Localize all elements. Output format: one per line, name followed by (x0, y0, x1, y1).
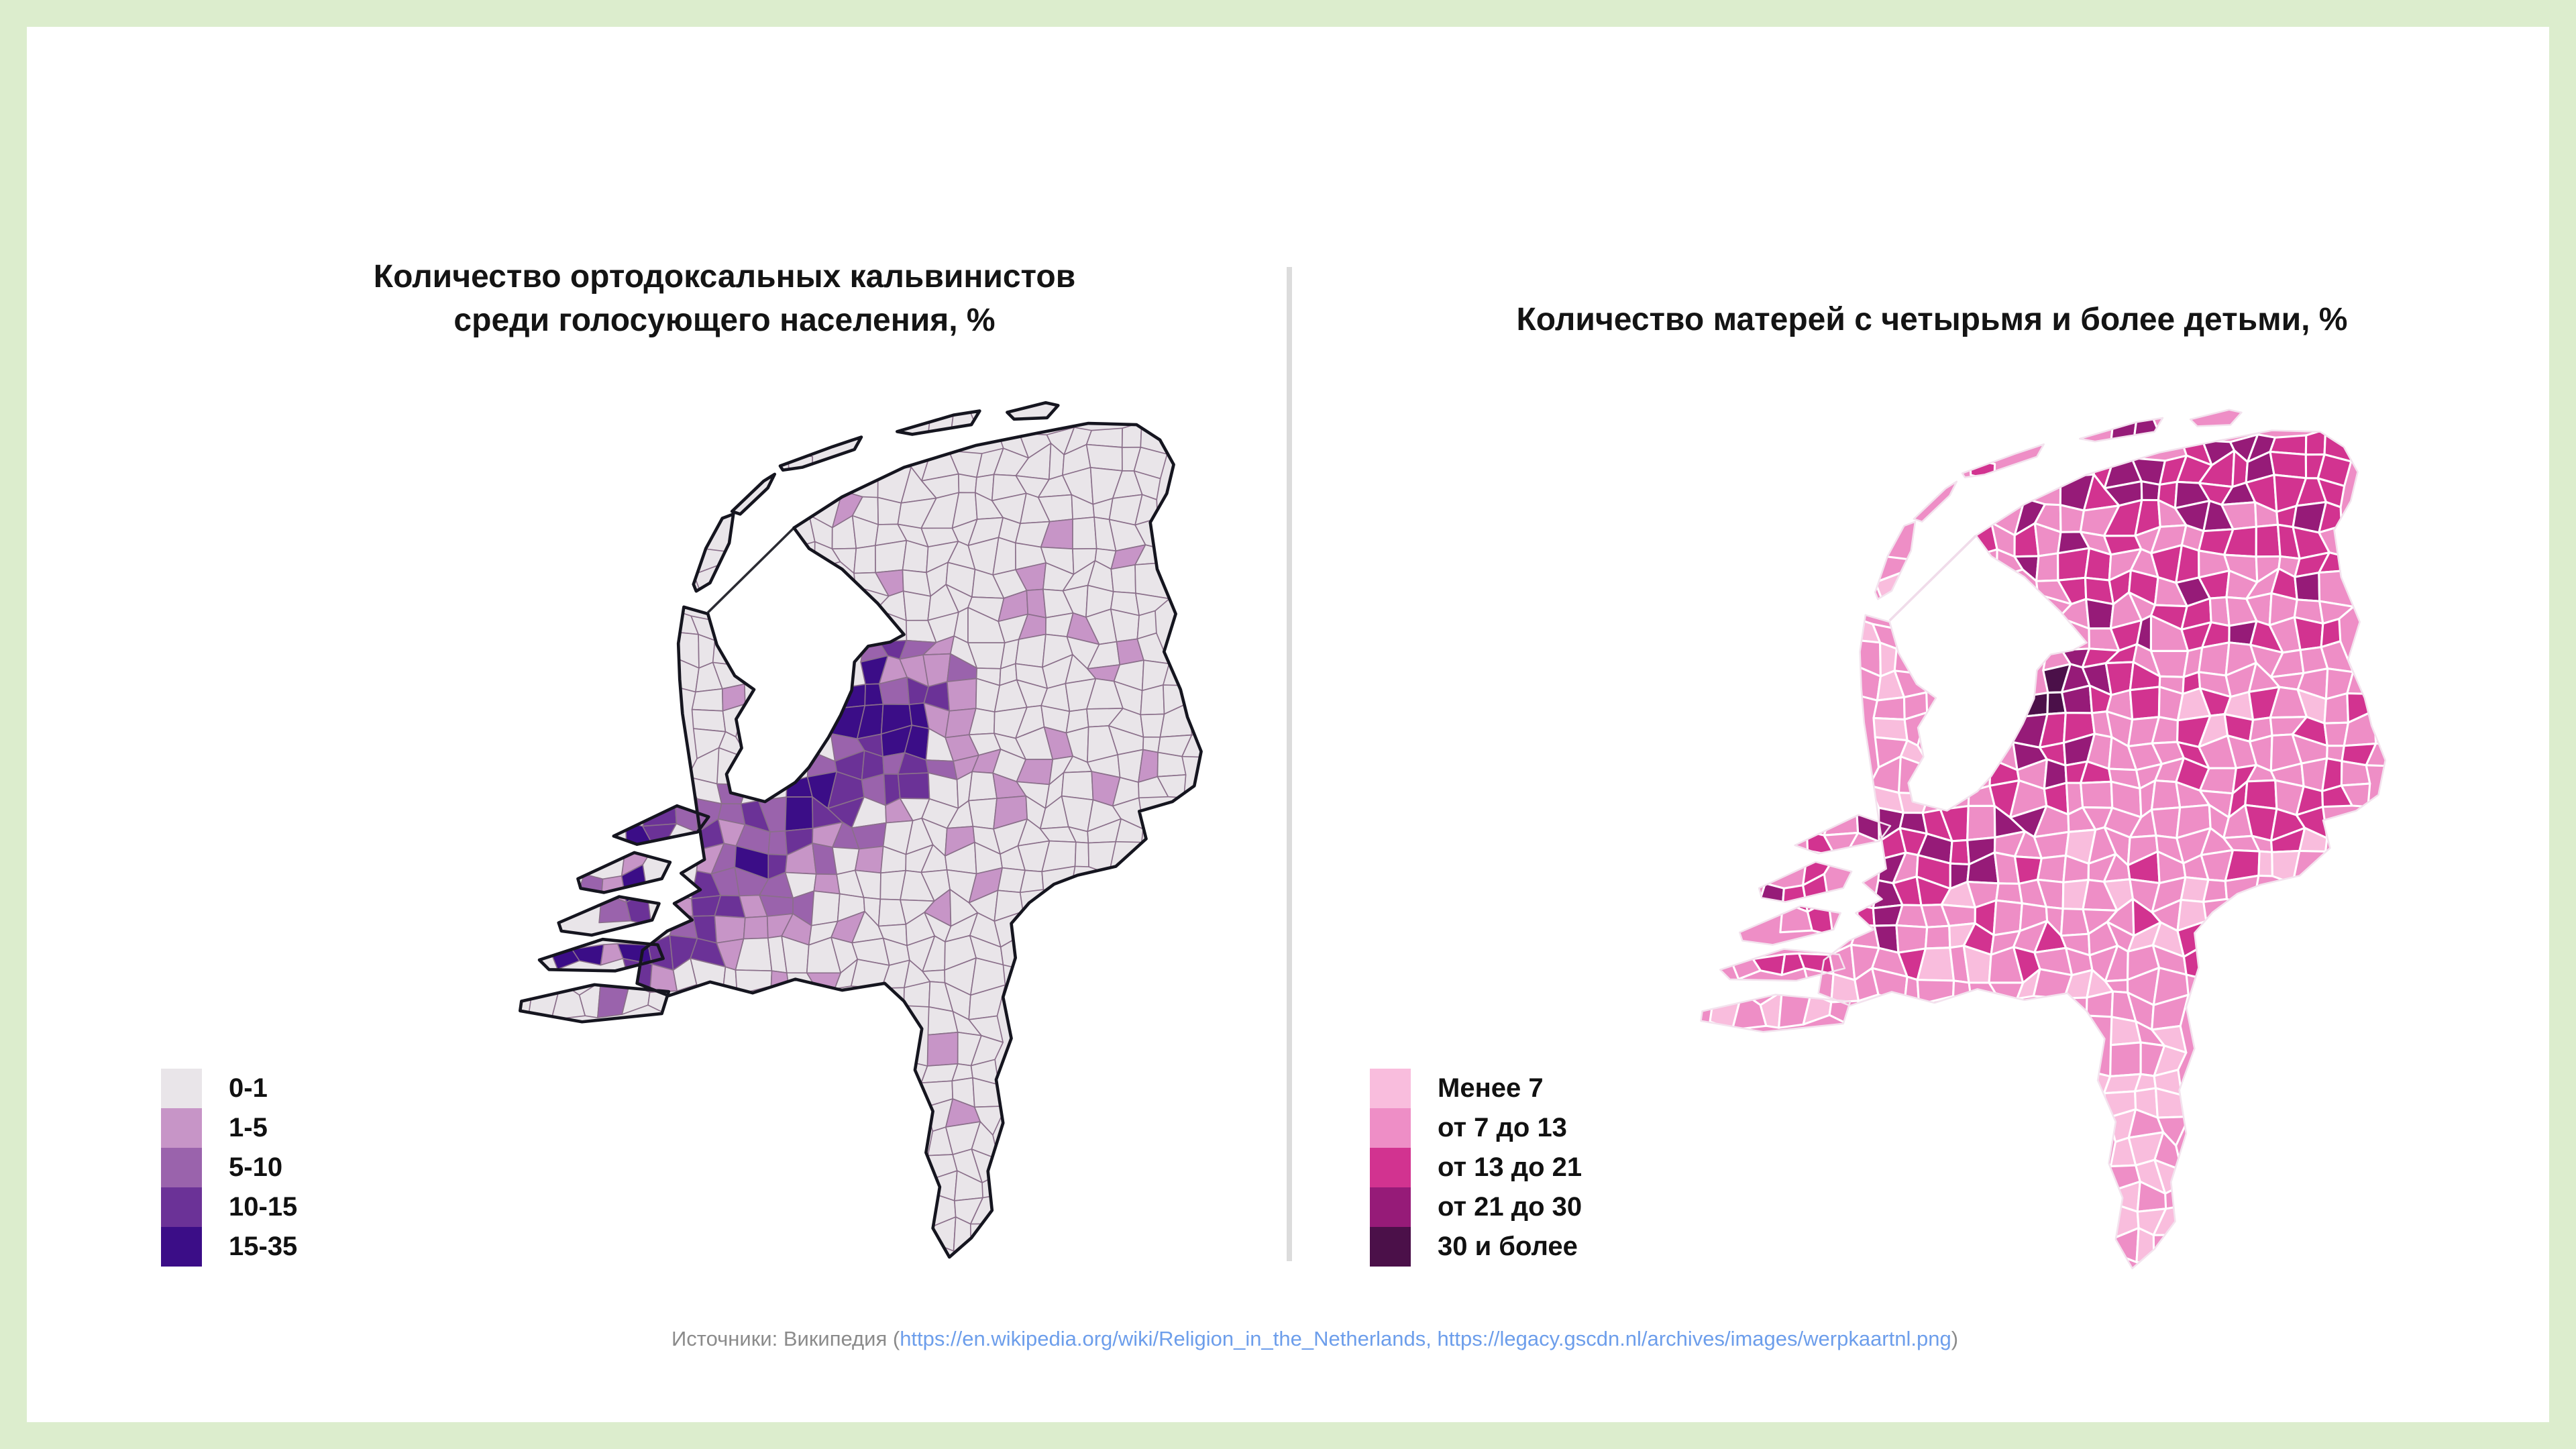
legend-item: 15-35 (161, 1227, 297, 1267)
source-suffix: ) (1951, 1327, 1959, 1350)
legend-swatch (1370, 1108, 1411, 1148)
legend-item: Менее 7 (1370, 1069, 1582, 1108)
legend-label: 0-1 (229, 1073, 268, 1103)
infographic-panel: Количество ортодоксальных кальвинистов ср… (27, 27, 2549, 1422)
legend-label: 15-35 (229, 1232, 298, 1261)
right-map-title: Количество матерей с четырьмя и более де… (1462, 298, 2402, 341)
legend-item: от 13 до 21 (1370, 1148, 1582, 1187)
legend-label: 30 и более (1438, 1232, 1578, 1261)
left-title-line2: среди голосующего населения, % (453, 303, 996, 339)
right-legend: Менее 7 от 7 до 13 от 13 до 21 от 21 до 30 3… (1370, 1069, 1582, 1267)
coastline-outline (518, 400, 1203, 1259)
legend-label: 1-5 (229, 1113, 268, 1142)
legend-item: 30 и более (1370, 1227, 1582, 1267)
legend-label: 10-15 (229, 1192, 298, 1222)
legend-swatch (1370, 1148, 1411, 1187)
left-title-line1: Количество ортодоксальных кальвинистов (373, 259, 1076, 295)
coastline-outline (1700, 409, 2387, 1270)
legend-swatch (161, 1187, 202, 1227)
legend-item: 1-5 (161, 1108, 297, 1148)
legend-item: от 21 до 30 (1370, 1187, 1582, 1227)
legend-item: 5-10 (161, 1148, 297, 1187)
left-legend: 0-1 1-5 5-10 10-15 15-35 (161, 1069, 297, 1267)
legend-swatch (1370, 1227, 1411, 1267)
source-link-wikipedia[interactable]: https://en.wikipedia.org/wiki/Religion_i… (900, 1327, 1432, 1350)
legend-label: 5-10 (229, 1152, 283, 1182)
legend-swatch (161, 1148, 202, 1187)
municipality-cells (1709, 415, 2385, 1264)
legend-label: от 7 до 13 (1438, 1113, 1567, 1142)
source-line: Источники: Википедия (https://en.wikiped… (27, 1327, 2576, 1351)
afsluitdijk-line (1888, 534, 1977, 622)
legend-swatch (161, 1227, 202, 1267)
left-map-title: Количество ортодоксальных кальвинистов ср… (255, 255, 1194, 343)
left-choropleth-map-netherlands (518, 400, 1203, 1259)
source-prefix: Источники: Википедия ( (671, 1327, 900, 1350)
legend-item: 0-1 (161, 1069, 297, 1108)
legend-label: от 21 до 30 (1438, 1192, 1582, 1222)
source-separator (1432, 1327, 1438, 1350)
legend-item: 10-15 (161, 1187, 297, 1227)
legend-swatch (161, 1108, 202, 1148)
municipality-cells (528, 408, 1201, 1252)
legend-item: от 7 до 13 (1370, 1108, 1582, 1148)
right-choropleth-map-netherlands (1700, 409, 2387, 1270)
source-link-gscdn[interactable]: https://legacy.gscdn.nl/archives/images/… (1437, 1327, 1951, 1350)
legend-swatch (1370, 1069, 1411, 1108)
legend-swatch (1370, 1187, 1411, 1227)
legend-label: от 13 до 21 (1438, 1152, 1582, 1182)
divider-line (1287, 267, 1292, 1261)
afsluitdijk-line (707, 527, 795, 614)
legend-label: Менее 7 (1438, 1073, 1544, 1103)
legend-swatch (161, 1069, 202, 1108)
right-title-line1: Количество матерей с четырьмя и более де… (1516, 302, 2348, 338)
